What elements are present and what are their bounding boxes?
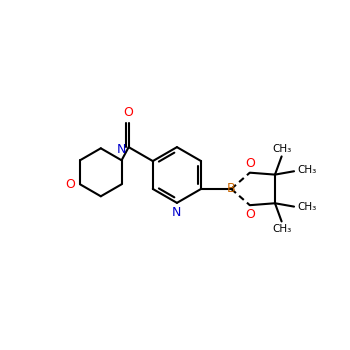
- Text: CH₃: CH₃: [297, 166, 316, 175]
- Text: O: O: [124, 106, 134, 119]
- Text: CH₃: CH₃: [272, 224, 291, 234]
- Text: N: N: [172, 206, 182, 219]
- Text: CH₃: CH₃: [272, 144, 291, 154]
- Text: N: N: [117, 144, 126, 156]
- Text: CH₃: CH₃: [297, 202, 316, 212]
- Text: O: O: [65, 178, 75, 191]
- Text: O: O: [246, 208, 256, 221]
- Text: B: B: [227, 182, 236, 195]
- Text: O: O: [246, 156, 256, 170]
